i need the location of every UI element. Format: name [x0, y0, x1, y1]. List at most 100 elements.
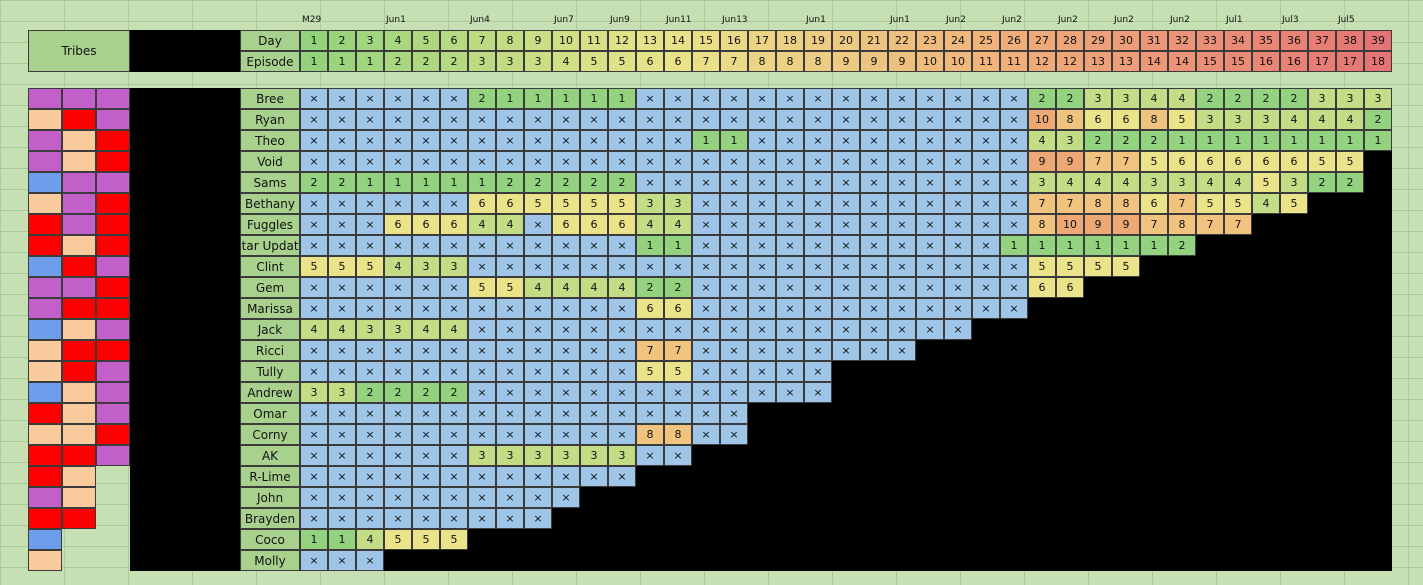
score-cell: 9 [1084, 214, 1112, 235]
score-cell: × [328, 88, 356, 109]
score-cell: × [496, 130, 524, 151]
score-cell: × [496, 340, 524, 361]
score-cell: × [664, 382, 692, 403]
score-cell: × [608, 151, 636, 172]
score-cell: 8 [664, 424, 692, 445]
score-cell: × [776, 298, 804, 319]
score-cell: 4 [1196, 172, 1224, 193]
day-cell: 16 [720, 30, 748, 51]
score-cell: × [804, 340, 832, 361]
score-cell: × [944, 109, 972, 130]
score-cell: × [356, 130, 384, 151]
day-cell: 22 [888, 30, 916, 51]
date-label: Jun1 [890, 15, 910, 25]
score-cell: × [804, 277, 832, 298]
episode-cell: 17 [1308, 51, 1336, 72]
score-cell: × [468, 256, 496, 277]
score-cell: × [468, 403, 496, 424]
day-cell: 14 [664, 30, 692, 51]
score-cell: × [972, 172, 1000, 193]
score-cell: × [692, 88, 720, 109]
tribe-cell [96, 109, 130, 130]
score-cell: × [1000, 109, 1028, 130]
score-cell: × [692, 319, 720, 340]
score-cell: 5 [328, 256, 356, 277]
score-cell: × [944, 88, 972, 109]
score-cell: × [356, 151, 384, 172]
date-label: Jun2 [1002, 15, 1022, 25]
score-cell: × [832, 298, 860, 319]
score-cell: × [916, 151, 944, 172]
score-cell: 2 [1364, 109, 1392, 130]
score-cell: × [888, 109, 916, 130]
score-cell: 10 [1056, 214, 1084, 235]
name-cell: Brayden [240, 508, 300, 529]
score-cell: 5 [608, 193, 636, 214]
score-cell: × [692, 151, 720, 172]
score-cell: × [552, 424, 580, 445]
score-cell: × [608, 361, 636, 382]
score-cell: × [412, 235, 440, 256]
score-cell: × [664, 88, 692, 109]
score-cell: × [1000, 193, 1028, 214]
score-cell: 5 [1224, 193, 1252, 214]
name-cell: Molly [240, 550, 300, 571]
score-cell: 1 [1028, 235, 1056, 256]
score-cell: 5 [1056, 256, 1084, 277]
score-cell: 5 [1028, 256, 1056, 277]
score-cell: × [440, 193, 468, 214]
score-cell: 6 [1056, 277, 1084, 298]
score-cell: × [356, 340, 384, 361]
score-cell: 6 [1224, 151, 1252, 172]
score-cell: 1 [720, 130, 748, 151]
score-cell: × [692, 277, 720, 298]
score-cell: × [860, 235, 888, 256]
name-cell: Bree [240, 88, 300, 109]
score-cell: × [496, 487, 524, 508]
score-cell: × [524, 361, 552, 382]
score-cell: × [384, 508, 412, 529]
score-cell: × [776, 172, 804, 193]
score-cell: 2 [1224, 88, 1252, 109]
score-cell: 8 [1168, 214, 1196, 235]
score-cell: × [888, 88, 916, 109]
score-cell: 1 [440, 172, 468, 193]
score-cell: × [496, 466, 524, 487]
score-cell: 3 [1252, 109, 1280, 130]
score-cell: × [804, 361, 832, 382]
score-cell: 3 [1084, 88, 1112, 109]
episode-cell: 17 [1336, 51, 1364, 72]
score-cell: × [300, 550, 328, 571]
score-cell: 2 [552, 172, 580, 193]
score-cell: 6 [1196, 151, 1224, 172]
score-cell: × [580, 130, 608, 151]
score-cell: × [440, 151, 468, 172]
episode-cell: 6 [636, 51, 664, 72]
score-cell: × [552, 466, 580, 487]
score-cell: × [860, 109, 888, 130]
score-cell: × [692, 424, 720, 445]
score-cell: × [356, 487, 384, 508]
score-cell: × [412, 193, 440, 214]
score-cell: × [496, 235, 524, 256]
score-cell: × [832, 151, 860, 172]
score-cell: × [356, 214, 384, 235]
day-cell: 4 [384, 30, 412, 51]
tribe-cell [28, 550, 62, 571]
tribe-cell [96, 340, 130, 361]
score-cell: × [356, 361, 384, 382]
day-cell: 28 [1056, 30, 1084, 51]
score-cell: 3 [384, 319, 412, 340]
score-cell: × [384, 235, 412, 256]
score-cell: × [972, 277, 1000, 298]
date-label: Jun2 [1170, 15, 1190, 25]
score-cell: × [1000, 256, 1028, 277]
score-cell: × [748, 340, 776, 361]
score-cell: 7 [1028, 193, 1056, 214]
score-cell: × [580, 256, 608, 277]
score-cell: × [636, 382, 664, 403]
day-cell: 31 [1140, 30, 1168, 51]
score-cell: 5 [1252, 172, 1280, 193]
score-cell: × [1000, 130, 1028, 151]
score-cell: × [300, 109, 328, 130]
